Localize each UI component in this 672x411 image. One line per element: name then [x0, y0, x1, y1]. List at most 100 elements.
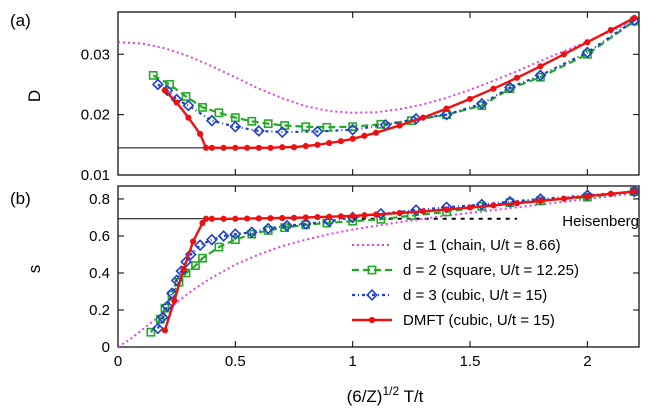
- data-point-dmft: [443, 105, 450, 112]
- chart-labels: (a) (b) D s (6/Z)1/2 T/t Heisenberg: [10, 11, 639, 406]
- data-point-d3: [628, 186, 639, 198]
- data-point-dmft: [631, 14, 638, 22]
- x-axis-label-suffix: T/t: [399, 387, 424, 406]
- data-point-dmft: [419, 114, 427, 121]
- data-point-dmft: [185, 114, 192, 121]
- data-point-dmft: [232, 215, 239, 222]
- data-point-dmft: [419, 208, 427, 215]
- y-axis-label-a: D: [25, 90, 44, 102]
- data-point-dmft: [443, 206, 450, 213]
- data-point-dmft: [267, 144, 274, 151]
- data-point-dmft: [490, 85, 497, 92]
- legend-entry-dmft: DMFT (cubic, U/t = 15): [352, 312, 555, 329]
- data-point-d2: [214, 242, 224, 252]
- legend-marker-d3: [366, 289, 378, 301]
- data-point-dmft: [290, 214, 298, 221]
- data-point-d3: [194, 239, 207, 252]
- panel-b-plot: 0 0.2 0.4 0.6 0.8 0 0.5 1 1.5 2: [89, 185, 640, 370]
- data-point-d3: [534, 69, 547, 82]
- data-point-dmft: [199, 219, 206, 227]
- data-point-d3: [581, 46, 594, 59]
- data-point-d2: [301, 122, 311, 132]
- data-point-dmft: [607, 27, 614, 34]
- data-point-dmft: [220, 144, 227, 151]
- data-point-d3: [503, 81, 516, 94]
- data-point-d3: [410, 204, 422, 216]
- data-point-d3: [503, 195, 516, 208]
- x-axis-label-base: (6/Z): [347, 387, 383, 406]
- data-point-d3: [323, 215, 336, 228]
- data-point-d3: [299, 218, 312, 230]
- data-point-d3: [252, 124, 265, 137]
- y-tick-label: 0.01: [81, 167, 110, 184]
- data-point-dmft: [189, 238, 197, 245]
- panel-label-b: (b): [10, 189, 31, 208]
- data-point-dmft: [560, 51, 568, 58]
- data-point-dmft: [161, 87, 169, 94]
- data-point-dmft: [279, 144, 286, 151]
- data-point-dmft: [279, 214, 286, 222]
- data-point-dmft: [243, 215, 251, 222]
- legend: d = 1 (chain, U/t = 8.66) d = 2 (square, …: [352, 237, 579, 329]
- heisenberg-annotation: Heisenberg: [562, 213, 639, 230]
- data-point-d3: [581, 189, 594, 202]
- data-point-dmft: [337, 213, 345, 220]
- legend-label-d1: d = 1 (chain, U/t = 8.66): [403, 237, 561, 254]
- data-point-dmft: [513, 200, 521, 207]
- data-point-dmft: [220, 215, 227, 222]
- data-point-dmft: [161, 327, 169, 334]
- data-point-dmft: [361, 212, 368, 219]
- data-point-dmft: [337, 138, 345, 145]
- legend-marker-dmft: [368, 316, 376, 324]
- data-point-dmft: [396, 122, 403, 129]
- data-point-dmft: [202, 215, 210, 222]
- data-point-d3: [205, 114, 218, 127]
- data-point-dmft: [513, 74, 521, 81]
- data-point-d2: [376, 119, 386, 129]
- x-axis-label: (6/Z)1/2 T/t: [347, 384, 424, 406]
- data-point-d3: [229, 120, 242, 133]
- y-tick-label: 0.8: [89, 191, 110, 208]
- data-point-dmft: [396, 209, 403, 217]
- data-point-dmft: [584, 193, 591, 200]
- data-point-d3: [166, 287, 178, 300]
- legend-marker-d2: [367, 265, 377, 275]
- plot-frame-a: [117, 11, 640, 176]
- data-point-d2: [247, 116, 257, 126]
- data-point-d3: [182, 99, 195, 112]
- y-tick-label: 0.6: [89, 228, 110, 245]
- panel-label-a: (a): [10, 11, 31, 30]
- data-point-d3: [161, 300, 174, 313]
- data-point-dmft: [255, 215, 262, 222]
- data-point-dmft: [302, 214, 309, 221]
- data-point-dmft: [631, 188, 638, 195]
- data-point-dmft: [290, 144, 298, 151]
- series-line-d1-a: [118, 20, 635, 114]
- legend-label-d2: d = 2 (square, U/t = 12.25): [403, 262, 579, 279]
- y-tick-label: 0: [102, 339, 110, 356]
- legend-entry-d3: d = 3 (cubic, U/t = 15): [352, 287, 547, 304]
- data-point-d2: [181, 92, 191, 101]
- series-line-d3-b: [156, 190, 635, 329]
- data-point-d3: [205, 233, 218, 246]
- data-point-d2: [191, 261, 200, 270]
- data-point-dmft: [173, 99, 180, 106]
- data-point-dmft: [326, 139, 333, 147]
- panel-a-plot: 0.01 0.02 0.03: [81, 11, 640, 184]
- data-point-d3: [229, 228, 242, 241]
- data-point-d3: [184, 248, 197, 261]
- data-point-d3: [346, 123, 359, 136]
- data-point-d3: [440, 108, 453, 121]
- data-point-d2: [263, 119, 273, 129]
- data-point-dmft: [314, 213, 321, 221]
- x-axis-label-exponent: 1/2: [382, 384, 399, 398]
- data-point-dmft: [326, 213, 333, 220]
- data-point-d3: [156, 311, 169, 324]
- data-point-dmft: [267, 215, 274, 222]
- y-tick-label: 0.03: [81, 46, 110, 63]
- data-point-dmft: [232, 144, 239, 151]
- data-point-d3: [151, 78, 164, 91]
- data-point-d3: [151, 322, 164, 335]
- data-point-d3: [410, 112, 422, 125]
